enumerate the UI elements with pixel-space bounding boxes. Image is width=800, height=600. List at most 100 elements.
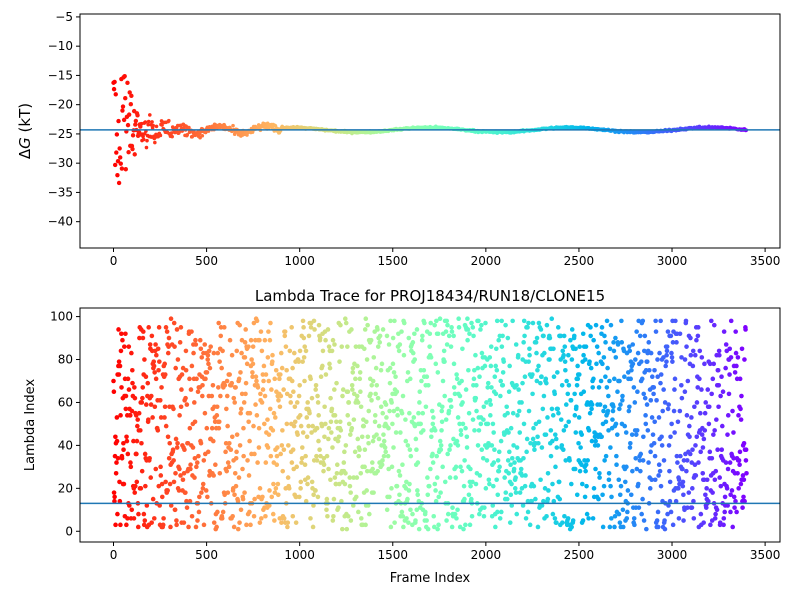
lambda-trace-point — [158, 415, 164, 420]
lambda-trace-point — [140, 385, 146, 390]
lambda-trace-point — [149, 520, 154, 525]
lambda-trace-point — [535, 524, 541, 530]
lambda-trace-point — [458, 432, 464, 437]
delta-g-x-tick-label: 500 — [195, 254, 218, 268]
lambda-trace-point — [536, 320, 542, 326]
lambda-trace-point — [676, 516, 682, 521]
lambda-trace-point — [661, 458, 667, 463]
lambda-trace-point — [679, 382, 684, 388]
lambda-trace-point — [432, 322, 437, 328]
lambda-trace-point — [387, 380, 393, 386]
lambda-trace-point — [320, 348, 326, 354]
lambda-trace-point — [323, 337, 328, 343]
lambda-trace-point — [723, 365, 728, 371]
lambda-trace-point — [636, 481, 641, 487]
lambda-trace-point — [573, 430, 579, 435]
lambda-trace-point — [700, 445, 706, 450]
lambda-trace-point — [563, 423, 569, 429]
lambda-trace-point — [635, 389, 640, 395]
lambda-trace-point — [567, 458, 572, 463]
lambda-trace-point — [163, 325, 169, 330]
lambda-trace-point — [548, 453, 554, 459]
lambda-trace-point — [617, 406, 622, 412]
lambda-trace-point — [218, 393, 223, 399]
lambda-trace-point — [721, 329, 727, 334]
lambda-trace-point — [119, 455, 125, 461]
lambda-trace-point — [722, 494, 728, 500]
lambda-trace-point — [134, 451, 139, 457]
delta-g-y-ticks: −40−35−30−25−20−15−10−5 — [48, 10, 80, 229]
lambda-trace-point — [677, 331, 683, 337]
lambda-trace-point — [451, 361, 457, 367]
delta-g-y-tick-label: −15 — [48, 68, 73, 82]
lambda-trace-point — [318, 374, 324, 379]
lambda-trace-point — [316, 322, 322, 328]
lambda-trace-point — [442, 479, 448, 485]
delta-g-y-tick-label: −35 — [48, 185, 73, 199]
lambda-trace-point — [199, 355, 205, 360]
lambda-trace-point — [639, 359, 644, 364]
lambda-trace-point — [112, 498, 117, 504]
lambda-trace-point — [120, 337, 125, 343]
lambda-trace-point — [362, 447, 368, 452]
lambda-trace-point — [710, 376, 716, 382]
lambda-trace-point — [707, 361, 713, 367]
lambda-trace-y-axis-label: Lambda Index — [23, 379, 38, 472]
lambda-trace-point — [517, 430, 523, 435]
lambda-trace-point — [541, 333, 546, 339]
lambda-trace-point — [270, 511, 276, 517]
lambda-trace-point — [168, 503, 174, 508]
delta-g-point — [151, 123, 155, 128]
lambda-trace-x-ticks: 0 500 1000 1500 2000 2500 3000 3500 — [110, 542, 780, 562]
delta-g-x-tick-label: 3000 — [657, 254, 688, 268]
lambda-trace-point — [224, 378, 230, 384]
lambda-trace-point — [142, 451, 148, 457]
lambda-trace-point — [654, 398, 659, 403]
lambda-trace-point — [365, 503, 371, 508]
delta-g-y-tick-label: −20 — [48, 98, 73, 112]
lambda-trace-point — [609, 516, 614, 521]
lambda-trace-point — [326, 344, 332, 349]
lambda-trace-point — [652, 477, 658, 483]
lambda-trace-point — [415, 460, 421, 465]
lambda-trace-point — [664, 352, 669, 358]
lambda-trace-point — [607, 524, 613, 530]
lambda-trace-point — [400, 462, 405, 468]
lambda-trace-point — [466, 410, 472, 416]
lambda-trace-point — [270, 352, 275, 358]
lambda-trace-point — [614, 453, 619, 459]
lambda-trace-point — [470, 417, 476, 422]
lambda-trace-point — [704, 486, 709, 491]
lambda-trace-point — [620, 393, 625, 399]
lambda-trace-point — [219, 516, 225, 521]
lambda-trace-point — [615, 389, 620, 395]
lambda-trace-point — [156, 483, 162, 489]
lambda-trace-point — [584, 483, 589, 489]
lambda-trace-point — [245, 458, 250, 463]
lambda-trace-point — [347, 483, 353, 489]
lambda-trace-point — [263, 372, 269, 377]
lambda-trace-point — [601, 408, 606, 414]
lambda-trace-point — [143, 483, 148, 489]
lambda-trace-point — [271, 410, 277, 416]
lambda-trace-point — [241, 453, 246, 459]
lambda-trace-point — [632, 522, 637, 528]
lambda-trace-point — [205, 352, 211, 358]
delta-g-point — [135, 113, 140, 118]
lambda-trace-point — [301, 325, 306, 330]
lambda-trace-point — [687, 451, 693, 457]
lambda-trace-point — [438, 443, 444, 448]
lambda-trace-point — [138, 428, 143, 433]
lambda-trace-point — [331, 513, 336, 519]
lambda-trace-point — [162, 372, 168, 377]
lambda-trace-point — [182, 447, 187, 452]
lambda-trace-point — [350, 503, 356, 508]
lambda-trace-point — [291, 389, 296, 395]
lambda-trace-point — [462, 496, 467, 502]
lambda-trace-y-tick-label: 20 — [58, 481, 73, 495]
lambda-trace-point — [691, 516, 697, 521]
lambda-trace-point — [485, 380, 491, 386]
lambda-trace-point — [655, 357, 660, 362]
lambda-trace-point — [612, 513, 618, 519]
lambda-trace-point — [653, 318, 658, 324]
